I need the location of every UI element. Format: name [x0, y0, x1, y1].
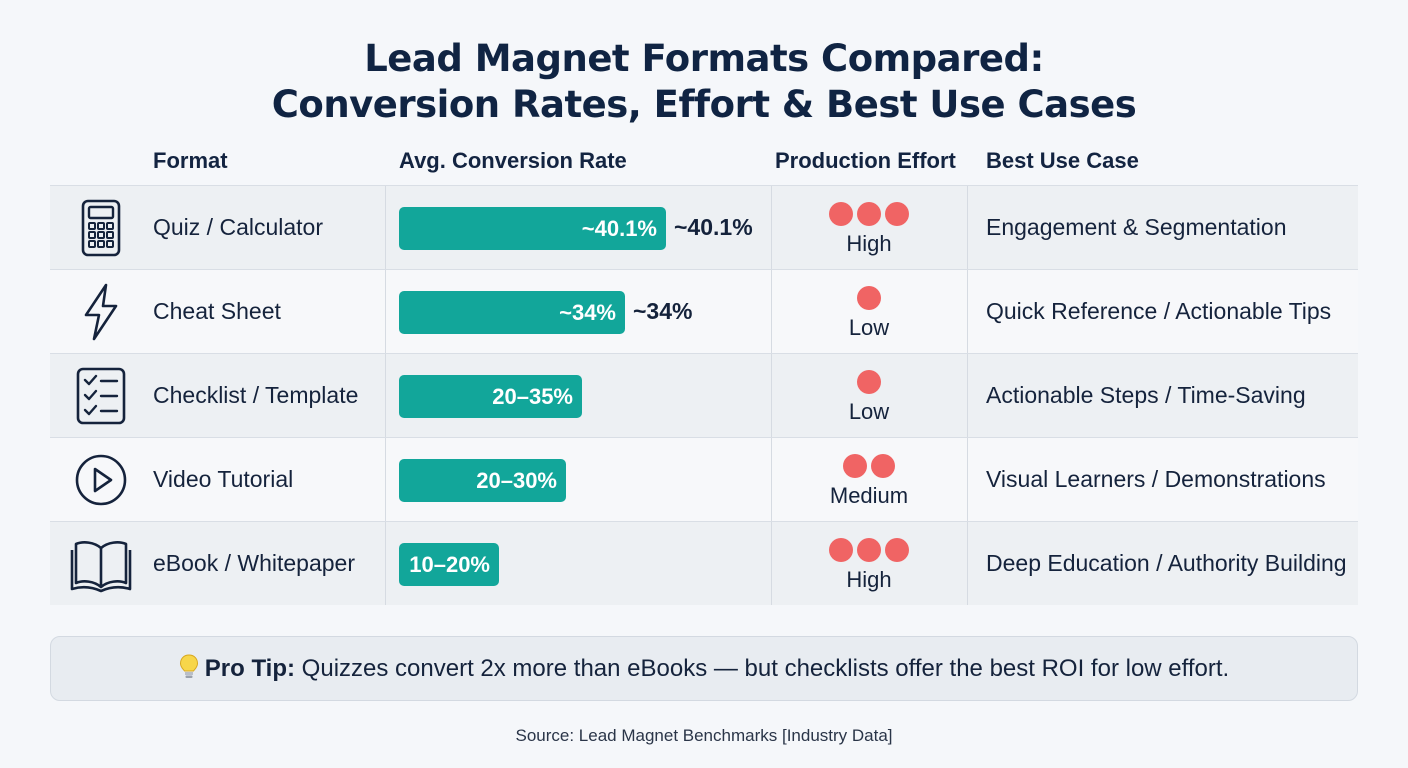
- conversion-value-label: ~34%: [633, 298, 693, 324]
- effort-label: High: [846, 231, 892, 256]
- column-divider: [771, 270, 772, 353]
- calculator-icon: [70, 198, 132, 258]
- effort-dots: [771, 202, 967, 226]
- format-label: eBook / Whitepaper: [153, 550, 356, 576]
- lightbulb-icon: [179, 654, 198, 678]
- effort-dot: [857, 286, 881, 310]
- table-row: Cheat Sheet ~34% ~34% Low Quick Reference / …: [50, 269, 1358, 353]
- lightning-icon: [70, 282, 132, 342]
- column-divider: [771, 354, 772, 437]
- chart-title-line2: Conversion Rates, Effort & Best Use Case…: [271, 83, 1137, 126]
- effort-label: Low: [848, 399, 890, 424]
- pro-tip-box: Pro Tip: Quizzes convert 2x more than eB…: [50, 636, 1358, 701]
- format-label: Cheat Sheet: [153, 298, 281, 324]
- effort-label: Medium: [829, 483, 909, 508]
- table-row: Video Tutorial 20–30% Medium Visual Learner…: [50, 437, 1358, 521]
- conversion-bar: ~40.1%: [399, 207, 666, 250]
- conversion-bar: 20–35%: [399, 375, 582, 418]
- column-divider: [967, 522, 968, 605]
- book-icon: [70, 534, 132, 594]
- column-divider: [967, 270, 968, 353]
- effort-label: Low: [848, 315, 890, 340]
- column-divider: [771, 438, 772, 521]
- usecase-label: Visual Learners / Demonstrations: [986, 466, 1326, 492]
- pro-tip-label: Pro Tip:: [204, 655, 296, 682]
- effort-dot: [829, 538, 853, 562]
- effort-dots: [771, 454, 967, 478]
- effort-dots: [771, 538, 967, 562]
- effort-dot: [871, 454, 895, 478]
- header-effort: Production Effort: [775, 148, 956, 173]
- play-icon: [70, 450, 132, 510]
- chart-title: Lead Magnet Formats Compared: Conversion…: [0, 36, 1408, 128]
- conversion-value-label: ~40.1%: [674, 214, 753, 240]
- usecase-label: Deep Education / Authority Building: [986, 550, 1347, 576]
- format-label: Quiz / Calculator: [153, 214, 324, 240]
- table-row: eBook / Whitepaper 10–20% High Deep Educati…: [50, 521, 1358, 605]
- effort-dot: [843, 454, 867, 478]
- column-divider: [385, 186, 386, 269]
- column-divider: [385, 354, 386, 437]
- usecase-label: Actionable Steps / Time-Saving: [986, 382, 1306, 408]
- header-format: Format: [153, 148, 228, 173]
- format-label: Video Tutorial: [153, 466, 294, 492]
- conversion-bar: ~34%: [399, 291, 625, 334]
- source-note: Source: Lead Magnet Benchmarks [Industry…: [515, 726, 893, 745]
- comparison-table: Quiz / Calculator ~40.1% ~40.1% High Engagem…: [50, 185, 1358, 605]
- effort-dot: [857, 370, 881, 394]
- usecase-label: Quick Reference / Actionable Tips: [986, 298, 1332, 324]
- column-divider: [967, 186, 968, 269]
- column-divider: [771, 186, 772, 269]
- effort-dot: [857, 538, 881, 562]
- column-divider: [385, 438, 386, 521]
- chart-title-line1: Lead Magnet Formats Compared:: [364, 37, 1044, 80]
- effort-dot: [885, 538, 909, 562]
- effort-dot: [829, 202, 853, 226]
- effort-dot: [857, 202, 881, 226]
- header-usecase: Best Use Case: [986, 148, 1139, 173]
- pro-tip-text: Quizzes convert 2x more than eBooks — bu…: [295, 655, 1230, 682]
- column-divider: [385, 270, 386, 353]
- effort-dots: [771, 370, 967, 394]
- conversion-bar: 10–20%: [399, 543, 499, 586]
- table-row: Quiz / Calculator ~40.1% ~40.1% High Engagem…: [50, 185, 1358, 269]
- checklist-icon: [70, 366, 132, 426]
- table-header: Format Avg. Conversion Rate Production E…: [50, 144, 1358, 178]
- usecase-label: Engagement & Segmentation: [986, 214, 1287, 240]
- effort-label: High: [846, 567, 892, 592]
- format-label: Checklist / Template: [153, 382, 359, 408]
- table-row: Checklist / Template 20–35% Low Actionable …: [50, 353, 1358, 437]
- conversion-bar: 20–30%: [399, 459, 566, 502]
- header-rate: Avg. Conversion Rate: [399, 148, 627, 173]
- column-divider: [771, 522, 772, 605]
- effort-dot: [885, 202, 909, 226]
- effort-dots: [771, 286, 967, 310]
- column-divider: [967, 354, 968, 437]
- column-divider: [385, 522, 386, 605]
- column-divider: [967, 438, 968, 521]
